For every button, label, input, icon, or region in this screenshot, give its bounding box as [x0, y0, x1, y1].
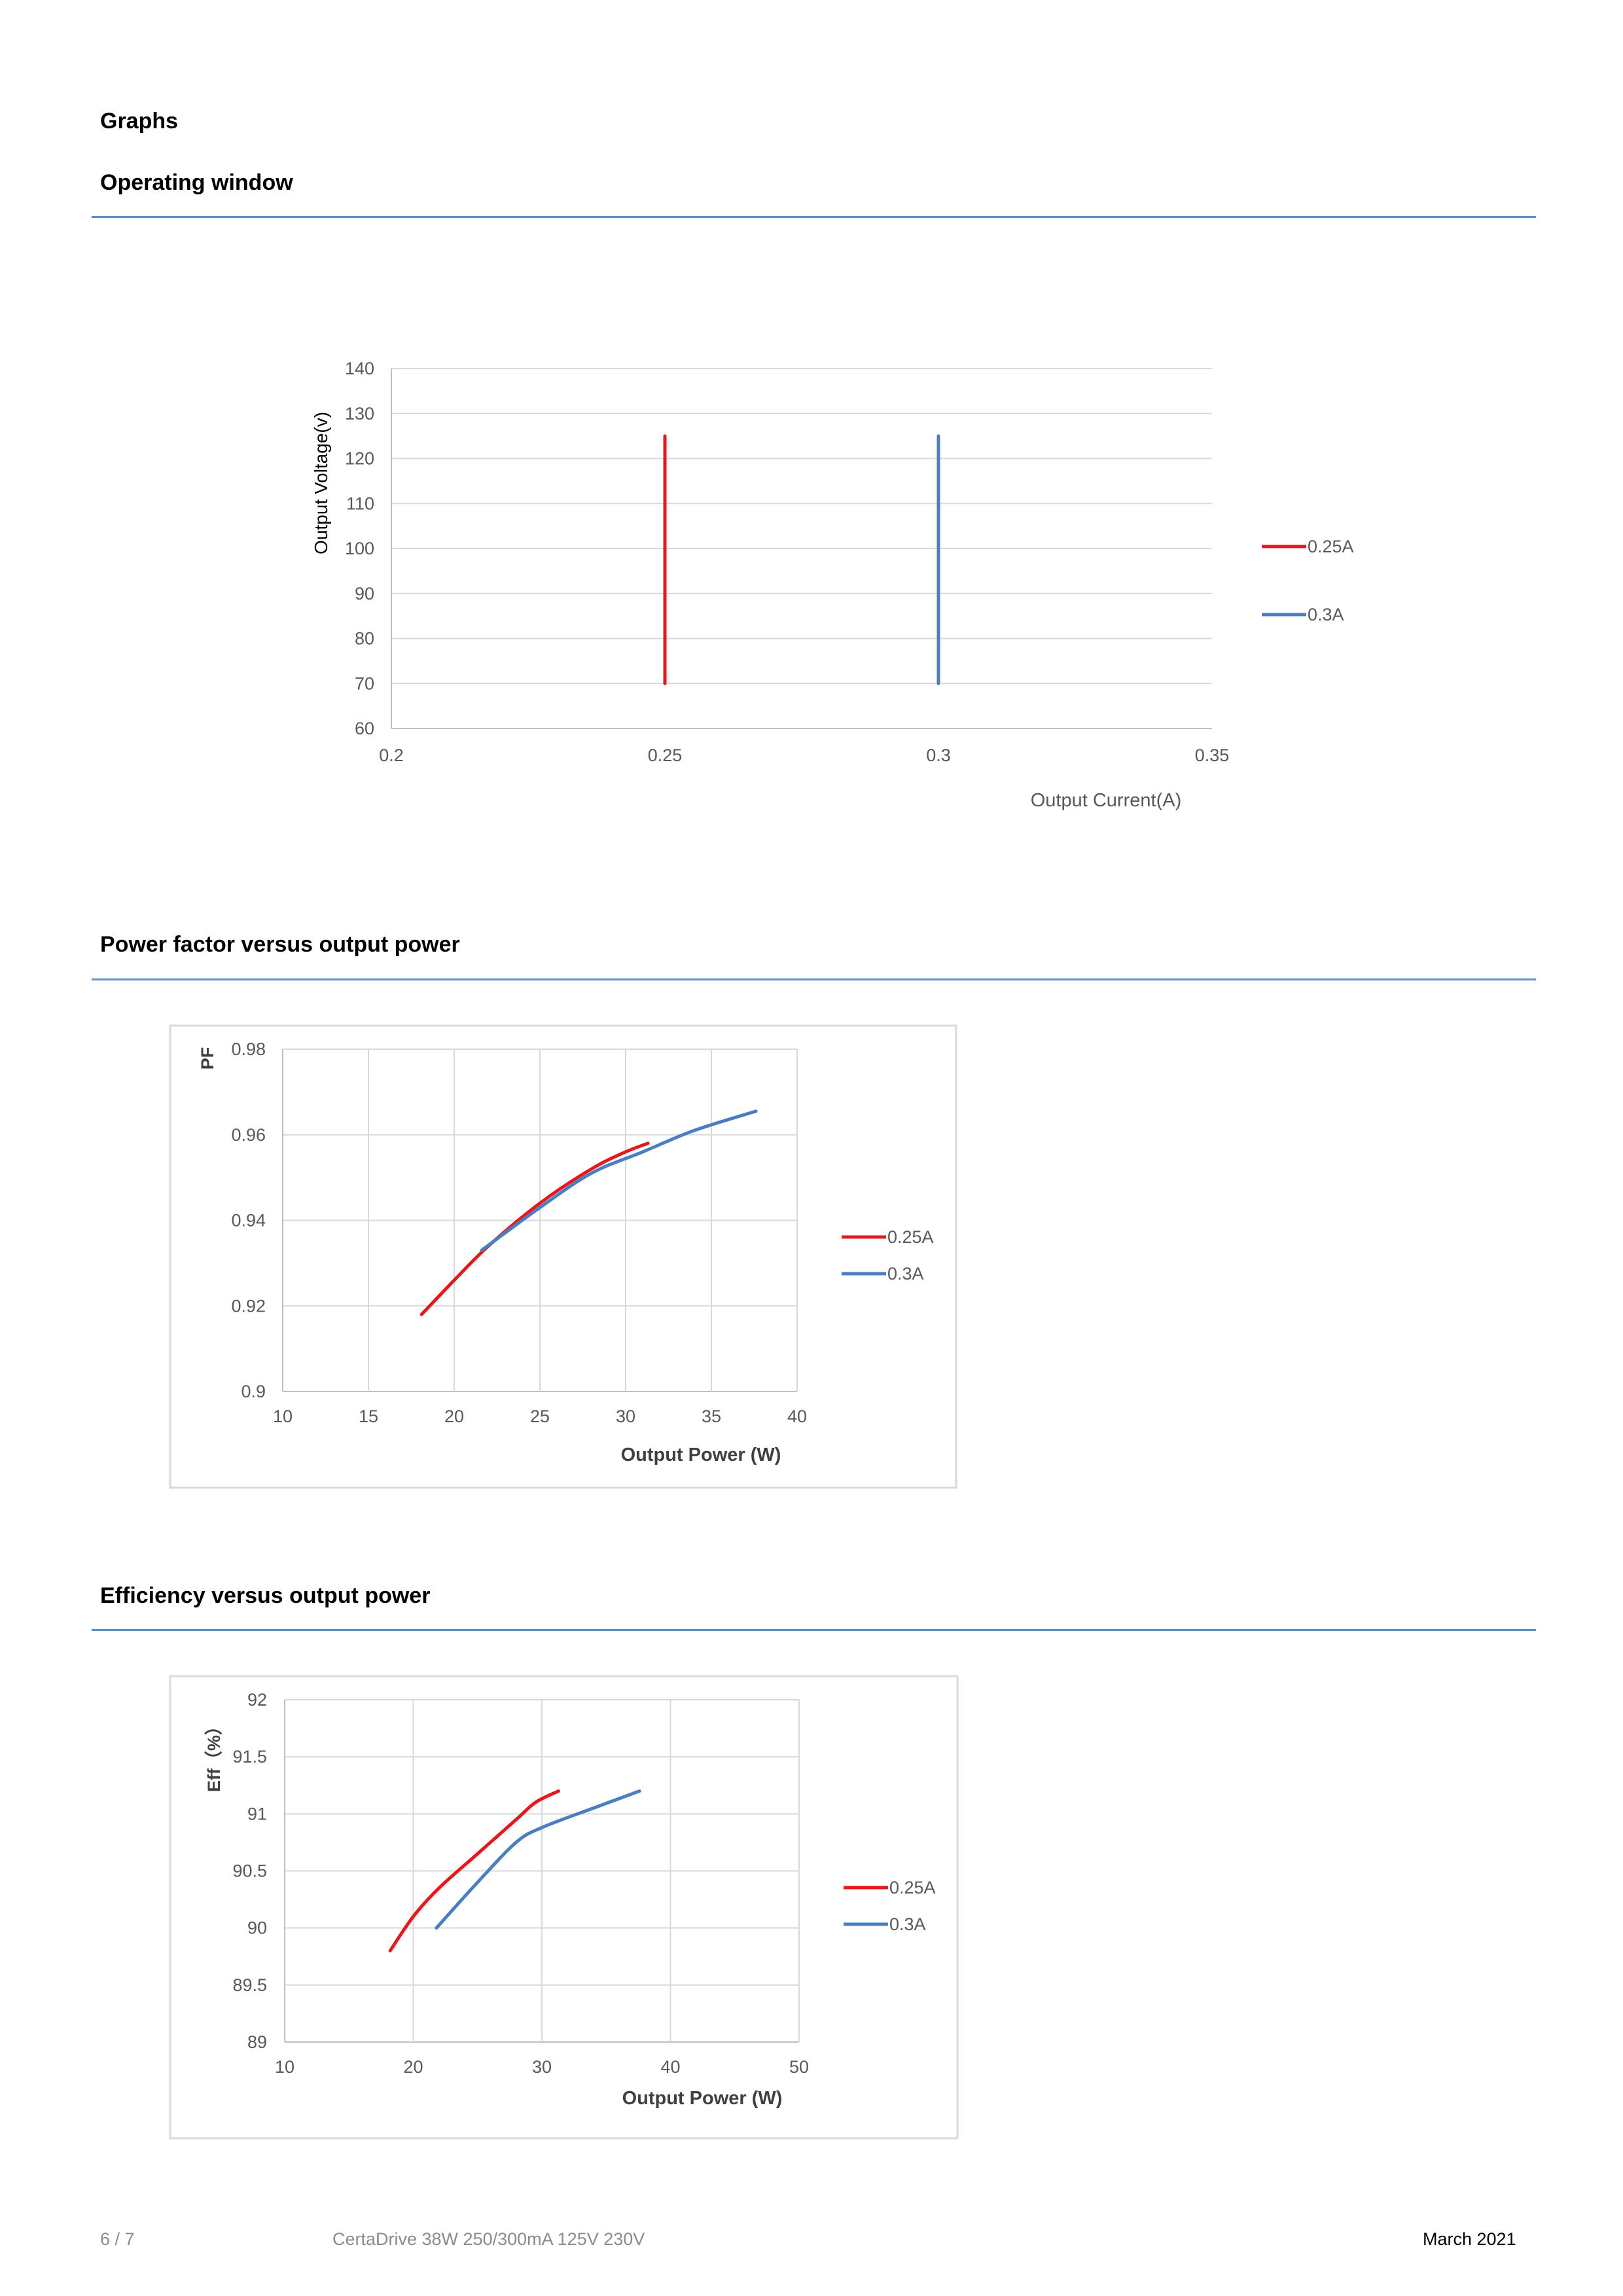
y-tick-label: 0.98 [231, 1039, 266, 1059]
legend-label: 0.3A [1308, 605, 1344, 624]
x-tick-label: 20 [403, 2057, 423, 2077]
series-line-red [388, 1789, 560, 1952]
x-tick-label: 0.35 [1195, 745, 1230, 765]
y-tick-label: 130 [345, 404, 374, 423]
series-line-blue [435, 1789, 641, 1930]
x-tick-label: 50 [789, 2057, 809, 2077]
x-tick-label: 0.3 [926, 745, 951, 765]
section-title: Graphs [100, 109, 179, 134]
x-tick-label: 30 [616, 1407, 635, 1426]
x-axis-label: Output Current(A) [1031, 790, 1181, 811]
y-tick-label: 90 [355, 584, 374, 603]
product-name: CertaDrive 38W 250/300mA 125V 230V [332, 2229, 645, 2249]
y-tick-label: 110 [346, 493, 374, 513]
x-tick-label: 35 [702, 1407, 721, 1426]
x-tick-label: 0.2 [379, 745, 404, 765]
y-tick-label: 0.94 [231, 1211, 266, 1230]
heading-pf-vs-power: Power factor versus output power [100, 932, 460, 957]
x-tick-label: 10 [275, 2057, 294, 2077]
page-number: 6 / 7 [100, 2229, 135, 2249]
y-tick-label: 0.96 [231, 1125, 266, 1145]
x-tick-label: 0.25 [648, 745, 683, 765]
series-line-blue [480, 1109, 758, 1252]
y-axis-label: PF [198, 1047, 217, 1070]
x-tick-label: 25 [530, 1407, 550, 1426]
x-tick-label: 40 [660, 2057, 680, 2077]
legend-label: 0.25A [1308, 537, 1354, 556]
x-axis-label: Output Power (W) [622, 2088, 783, 2109]
y-tick-label: 90 [247, 1918, 267, 1938]
x-axis-label: Output Power (W) [621, 1444, 781, 1465]
x-tick-label: 10 [273, 1407, 293, 1426]
legend-label: 0.3A [889, 1914, 926, 1934]
section-divider [92, 216, 1536, 218]
x-tick-label: 30 [532, 2057, 552, 2077]
heading-eff-vs-power: Efficiency versus output power [100, 1583, 431, 1608]
y-tick-label: 80 [355, 629, 374, 649]
operating-window-chart: 60 70 80 90 100 110 120 130 140 0.2 0.25 0.3 0.35 Out… [0, 0, 1623, 854]
chart-frame [169, 1024, 957, 1489]
operating-window-svg: 60 70 80 90 100 110 120 130 140 0.2 0.25 0.3 0.35 Out… [311, 359, 1354, 811]
legend-label: 0.25A [887, 1227, 934, 1247]
y-axis-label: Output Voltage(v) [311, 412, 331, 554]
y-tick-label: 90.5 [232, 1861, 267, 1881]
y-tick-label: 120 [345, 449, 374, 469]
y-axis-label: Eff（%） [204, 1717, 224, 1792]
y-tick-label: 92 [247, 1690, 267, 1710]
chart-frame [169, 1675, 959, 2140]
y-tick-label: 0.9 [241, 1382, 266, 1401]
y-tick-label: 91.5 [232, 1747, 267, 1767]
document-date: March 2021 [1423, 2229, 1516, 2249]
legend-label: 0.3A [887, 1264, 924, 1283]
x-tick-label: 40 [787, 1407, 807, 1426]
section-divider [92, 1629, 1536, 1631]
y-tick-label: 89 [247, 2032, 267, 2052]
y-tick-label: 89.5 [232, 1975, 267, 1995]
legend-label: 0.25A [889, 1878, 936, 1897]
y-tick-label: 0.92 [231, 1296, 266, 1316]
y-tick-label: 140 [345, 359, 374, 378]
series-line-red [419, 1141, 650, 1316]
y-tick-label: 91 [247, 1804, 267, 1823]
heading-operating-window: Operating window [100, 170, 293, 195]
eff-svg: 89 89.5 90 90.5 91 91.5 92 10 20 30 40 50 Eff（%） Outp… [169, 1675, 959, 2140]
x-tick-label: 15 [359, 1407, 378, 1426]
section-divider [92, 978, 1536, 980]
y-tick-label: 70 [355, 673, 374, 693]
x-tick-label: 20 [444, 1407, 464, 1426]
y-tick-label: 60 [355, 719, 374, 738]
pf-svg: 0.9 0.92 0.94 0.96 0.98 10 15 20 25 30 35 40 PF Outpu… [169, 1024, 957, 1489]
y-tick-label: 100 [345, 539, 374, 558]
